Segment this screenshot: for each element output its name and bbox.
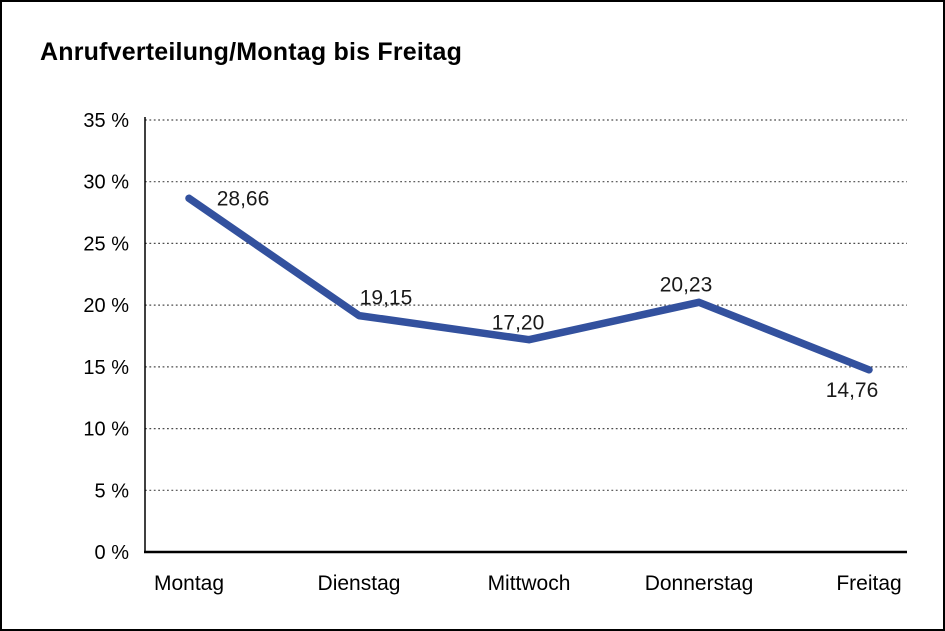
x-axis-category-labels: Montag Dienstag Mittwoch Donnerstag Freitag	[154, 572, 902, 595]
data-series	[185, 194, 873, 374]
y-axis-tick-label: 10 %	[83, 419, 129, 441]
data-point-label: 28,66	[217, 187, 270, 210]
x-axis-category-label: Donnerstag	[645, 572, 754, 595]
y-axis-tick-label: 0 %	[95, 542, 130, 564]
x-axis-category-label: Freitag	[836, 572, 901, 595]
y-axis-tick-label: 5 %	[95, 480, 130, 502]
x-axis-category-label: Dienstag	[318, 572, 401, 595]
data-point-label: 17,20	[492, 312, 545, 335]
data-point-labels: 28,66 19,15 17,20 20,23 14,76	[217, 187, 879, 401]
y-axis-tick-label: 20 %	[83, 295, 129, 317]
axes	[144, 117, 907, 554]
data-point-label: 14,76	[826, 379, 879, 402]
y-axis-tick-label: 15 %	[83, 357, 129, 379]
y-axis-tick-label: 30 %	[83, 172, 129, 194]
chart-title: Anrufverteilung/Montag bis Freitag	[40, 38, 463, 66]
gridlines	[145, 119, 907, 491]
y-axis-tick-label: 25 %	[83, 233, 129, 255]
x-axis-category-label: Montag	[154, 572, 224, 595]
x-axis-category-label: Mittwoch	[488, 572, 571, 595]
data-point-label: 19,15	[360, 287, 413, 310]
y-axis-tick-labels: 0 % 5 % 10 % 15 % 20 % 25 % 30 % 35 %	[83, 110, 129, 564]
series-line	[185, 194, 873, 374]
data-point-label: 20,23	[660, 273, 713, 296]
y-axis-tick-label: 35 %	[83, 110, 129, 132]
